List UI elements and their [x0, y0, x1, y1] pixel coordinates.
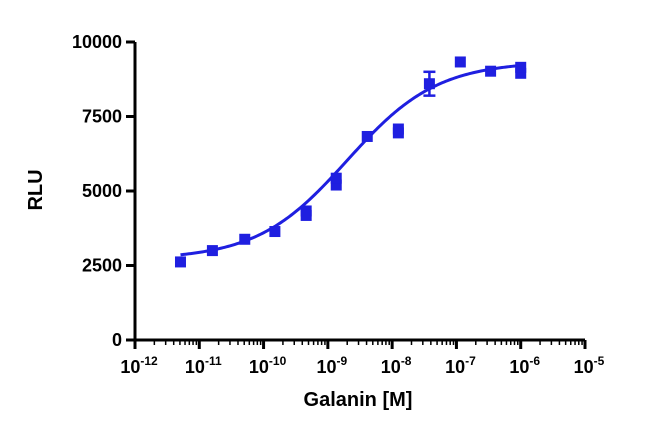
axes: 0 2500 5000 7500 10000 10-12 10-11 10-10 10-9 10-…	[72, 32, 605, 377]
data-point	[361, 130, 373, 142]
x-tick-label: 10-8	[381, 354, 412, 377]
x-tick-label: 10-11	[185, 354, 222, 377]
y-axis-title: RLU	[25, 169, 47, 210]
x-tick-label: 10-5	[574, 354, 605, 377]
y-tick-label: 7500	[82, 107, 122, 127]
x-tick-label: 10-6	[509, 354, 540, 377]
data-point	[423, 78, 435, 90]
y-tick-label: 2500	[82, 256, 122, 276]
x-tick-label: 10-10	[249, 354, 287, 377]
data-point	[515, 67, 527, 79]
data-point	[454, 56, 466, 68]
data-point	[239, 233, 251, 245]
data-point	[330, 172, 342, 184]
x-tick-label: 10-9	[317, 354, 348, 377]
data-point	[269, 226, 281, 238]
data-point	[392, 123, 404, 135]
data-point	[174, 256, 186, 268]
x-axis-title: Galanin [M]	[304, 389, 413, 411]
fit-curve	[180, 63, 521, 257]
fit-curve-layer	[180, 63, 521, 257]
data-point	[515, 61, 527, 73]
y-tick-label: 5000	[82, 181, 122, 201]
data-point	[485, 65, 497, 77]
data-point	[330, 179, 342, 191]
y-tick-label: 10000	[72, 32, 122, 52]
data-points-layer	[174, 56, 527, 268]
y-tick-label: 0	[112, 330, 122, 350]
x-tick-label: 10-12	[120, 354, 158, 377]
x-tick-label: 10-7	[445, 354, 476, 377]
data-point	[300, 205, 312, 217]
data-point	[206, 245, 218, 257]
